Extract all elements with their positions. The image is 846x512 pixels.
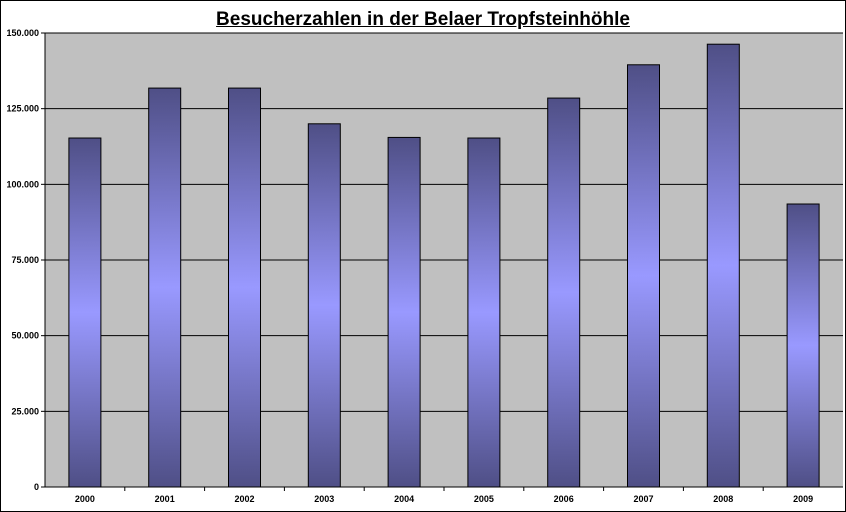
x-tick-labels: 2000 2001 2002 2003 2004 2005 2006 2007 2008 2009 xyxy=(75,494,813,504)
y-tick-label: 50.000 xyxy=(11,331,39,341)
y-tick-label: 100.000 xyxy=(6,179,39,189)
bar-2000 xyxy=(68,137,102,488)
chart-title: Besucherzahlen in der Belaer Tropfsteinh… xyxy=(216,9,630,30)
y-tick-label: 150.000 xyxy=(6,28,39,38)
bar-2007 xyxy=(627,64,660,488)
x-tick-label: 2004 xyxy=(394,494,414,504)
y-tick-label: 0 xyxy=(34,482,39,492)
bar-2003 xyxy=(307,123,341,488)
y-tick-label: 125.000 xyxy=(6,104,39,114)
bar-2004 xyxy=(387,136,421,488)
x-tick-label: 2006 xyxy=(554,494,574,504)
x-tick-label: 2008 xyxy=(713,494,733,504)
x-tick-label: 2003 xyxy=(314,494,334,504)
bar-2009 xyxy=(786,203,820,488)
x-tick-label: 2009 xyxy=(793,494,813,504)
x-tick-label: 2007 xyxy=(633,494,653,504)
y-tick-label: 75.000 xyxy=(11,255,39,265)
y-tick-labels: 0 25.000 50.000 75.000 100.000 125.000 150.000 xyxy=(6,28,39,492)
bar-2002 xyxy=(228,87,261,488)
bar-2006 xyxy=(547,97,581,488)
x-tick-label: 2005 xyxy=(474,494,494,504)
x-tick-label: 2001 xyxy=(155,494,175,504)
bar-2001 xyxy=(148,87,182,488)
x-tick-label: 2000 xyxy=(75,494,95,504)
bar-2008 xyxy=(706,43,740,488)
bars xyxy=(68,43,820,488)
y-tick-label: 25.000 xyxy=(11,406,39,416)
x-tick-label: 2002 xyxy=(234,494,254,504)
axes xyxy=(41,32,843,491)
bar-2005 xyxy=(467,137,501,488)
